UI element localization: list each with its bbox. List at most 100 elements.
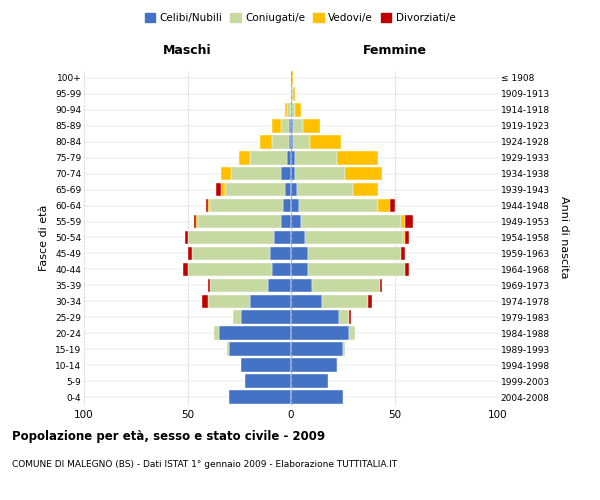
Bar (305, 230, 403, 244)
Bar (337, 151, 378, 164)
Bar (241, 358, 291, 372)
Bar (345, 167, 382, 180)
Bar (218, 326, 291, 340)
Bar (405, 230, 409, 244)
Bar (304, 119, 320, 132)
Y-axis label: Fasce di età: Fasce di età (40, 204, 49, 270)
Bar (229, 390, 291, 404)
Bar (210, 199, 283, 212)
Bar (353, 183, 378, 196)
Text: Maschi: Maschi (163, 44, 212, 57)
Bar (268, 278, 291, 292)
Bar (291, 87, 293, 101)
Bar (281, 167, 291, 180)
Bar (291, 135, 293, 148)
Bar (293, 119, 304, 132)
Text: Femmine: Femmine (362, 44, 427, 57)
Bar (250, 151, 287, 164)
Bar (191, 246, 271, 260)
Bar (291, 262, 308, 276)
Bar (308, 246, 401, 260)
Bar (245, 374, 291, 388)
Bar (283, 199, 291, 212)
Bar (241, 310, 291, 324)
Bar (225, 183, 285, 196)
Bar (291, 246, 308, 260)
Bar (287, 151, 291, 164)
Bar (295, 103, 301, 117)
Bar (308, 262, 405, 276)
Bar (368, 294, 372, 308)
Legend: Celibi/Nubili, Coniugati/e, Vedovi/e, Divorziati/e: Celibi/Nubili, Coniugati/e, Vedovi/e, Di… (142, 10, 458, 26)
Bar (291, 294, 322, 308)
Bar (378, 199, 391, 212)
Bar (291, 374, 328, 388)
Bar (380, 278, 382, 292)
Y-axis label: Anni di nascita: Anni di nascita (559, 196, 569, 279)
Text: COMUNE DI MALEGNO (BS) - Dati ISTAT 1° gennaio 2009 - Elaborazione TUTTITALIA.IT: COMUNE DI MALEGNO (BS) - Dati ISTAT 1° g… (12, 460, 397, 469)
Bar (291, 71, 293, 85)
Bar (231, 167, 281, 180)
Bar (274, 230, 291, 244)
Bar (187, 262, 272, 276)
Bar (291, 278, 312, 292)
Bar (221, 183, 225, 196)
Bar (312, 278, 380, 292)
Bar (285, 103, 287, 117)
Bar (281, 215, 291, 228)
Bar (227, 342, 229, 356)
Bar (272, 135, 289, 148)
Bar (295, 167, 345, 180)
Bar (287, 103, 291, 117)
Bar (291, 310, 338, 324)
Bar (401, 246, 405, 260)
Bar (198, 215, 281, 228)
Bar (206, 199, 208, 212)
Bar (289, 119, 291, 132)
Bar (272, 119, 281, 132)
Bar (214, 326, 218, 340)
Bar (291, 199, 299, 212)
Bar (297, 183, 353, 196)
Bar (233, 310, 241, 324)
Bar (391, 199, 395, 212)
Bar (349, 310, 351, 324)
Bar (401, 215, 405, 228)
Bar (291, 390, 343, 404)
Bar (291, 151, 295, 164)
Bar (301, 215, 401, 228)
Bar (405, 215, 413, 228)
Bar (291, 167, 295, 180)
Bar (322, 294, 368, 308)
Bar (229, 342, 291, 356)
Bar (208, 199, 210, 212)
Bar (271, 246, 291, 260)
Bar (338, 310, 349, 324)
Bar (185, 230, 187, 244)
Bar (291, 230, 305, 244)
Bar (285, 183, 291, 196)
Bar (295, 151, 337, 164)
Bar (291, 358, 337, 372)
Bar (260, 135, 272, 148)
Bar (291, 326, 349, 340)
Bar (210, 278, 268, 292)
Bar (239, 151, 250, 164)
Bar (221, 167, 231, 180)
Bar (343, 342, 345, 356)
Bar (293, 87, 295, 101)
Bar (250, 294, 291, 308)
Bar (291, 342, 343, 356)
Bar (349, 326, 355, 340)
Bar (291, 103, 295, 117)
Bar (291, 119, 293, 132)
Bar (310, 135, 341, 148)
Bar (289, 135, 291, 148)
Bar (208, 294, 250, 308)
Bar (299, 199, 378, 212)
Bar (194, 215, 196, 228)
Bar (403, 230, 405, 244)
Text: Popolazione per età, sesso e stato civile - 2009: Popolazione per età, sesso e stato civil… (12, 430, 325, 443)
Bar (184, 262, 187, 276)
Bar (196, 215, 198, 228)
